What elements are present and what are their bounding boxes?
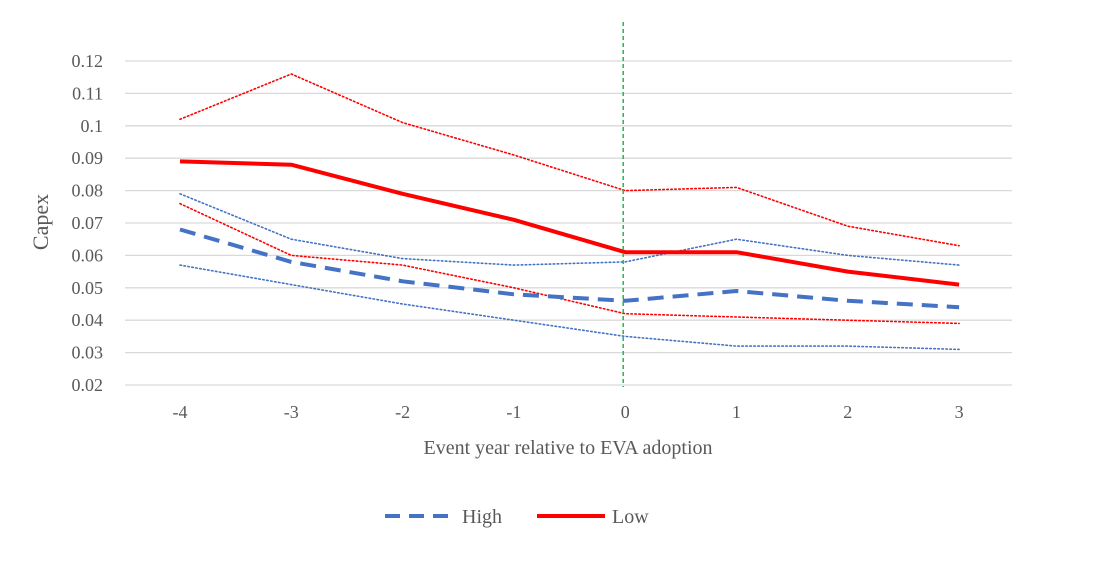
y-tick-label: 0.03 [72, 343, 104, 363]
y-axis-title: Capex [28, 194, 53, 250]
band-line-3 [179, 202, 960, 325]
gridlines [125, 60, 1012, 386]
x-tick-label: -2 [395, 402, 410, 422]
y-tick-label: 0.08 [72, 181, 104, 201]
x-tick-label: 1 [732, 402, 741, 422]
y-tick-label: 0.11 [72, 83, 103, 103]
y-tick-label: 0.06 [72, 245, 104, 265]
x-tick-label: -4 [173, 402, 188, 422]
y-axis-ticks: 0.02 0.03 0.04 0.05 0.06 0.07 0.08 0.09 0.1 0.11 0… [72, 51, 104, 395]
y-tick-label: 0.1 [81, 116, 104, 136]
y-tick-label: 0.02 [72, 375, 104, 395]
series-line-high [179, 227, 960, 310]
x-tick-label: 3 [955, 402, 964, 422]
series-line-low [179, 159, 960, 287]
band-line-2 [179, 73, 960, 247]
legend: High Low [385, 506, 649, 528]
y-tick-label: 0.09 [72, 148, 104, 168]
legend-label-low: Low [612, 506, 649, 528]
x-tick-label: 2 [843, 402, 852, 422]
y-tick-label: 0.07 [72, 213, 104, 233]
data-series [179, 159, 960, 310]
band-line-0 [179, 193, 960, 266]
y-tick-label: 0.04 [72, 310, 104, 330]
legend-label-high: High [462, 506, 502, 528]
x-tick-label: -1 [506, 402, 521, 422]
y-tick-label: 0.12 [72, 51, 104, 71]
y-tick-label: 0.05 [72, 278, 104, 298]
x-tick-label: 0 [621, 402, 630, 422]
x-axis-title: Event year relative to EVA adoption [424, 437, 713, 459]
confidence-bands [179, 73, 960, 351]
x-tick-label: -3 [284, 402, 299, 422]
band-line-1 [179, 264, 960, 351]
x-axis-ticks: -4 -3 -2 -1 0 1 2 3 [173, 402, 964, 422]
